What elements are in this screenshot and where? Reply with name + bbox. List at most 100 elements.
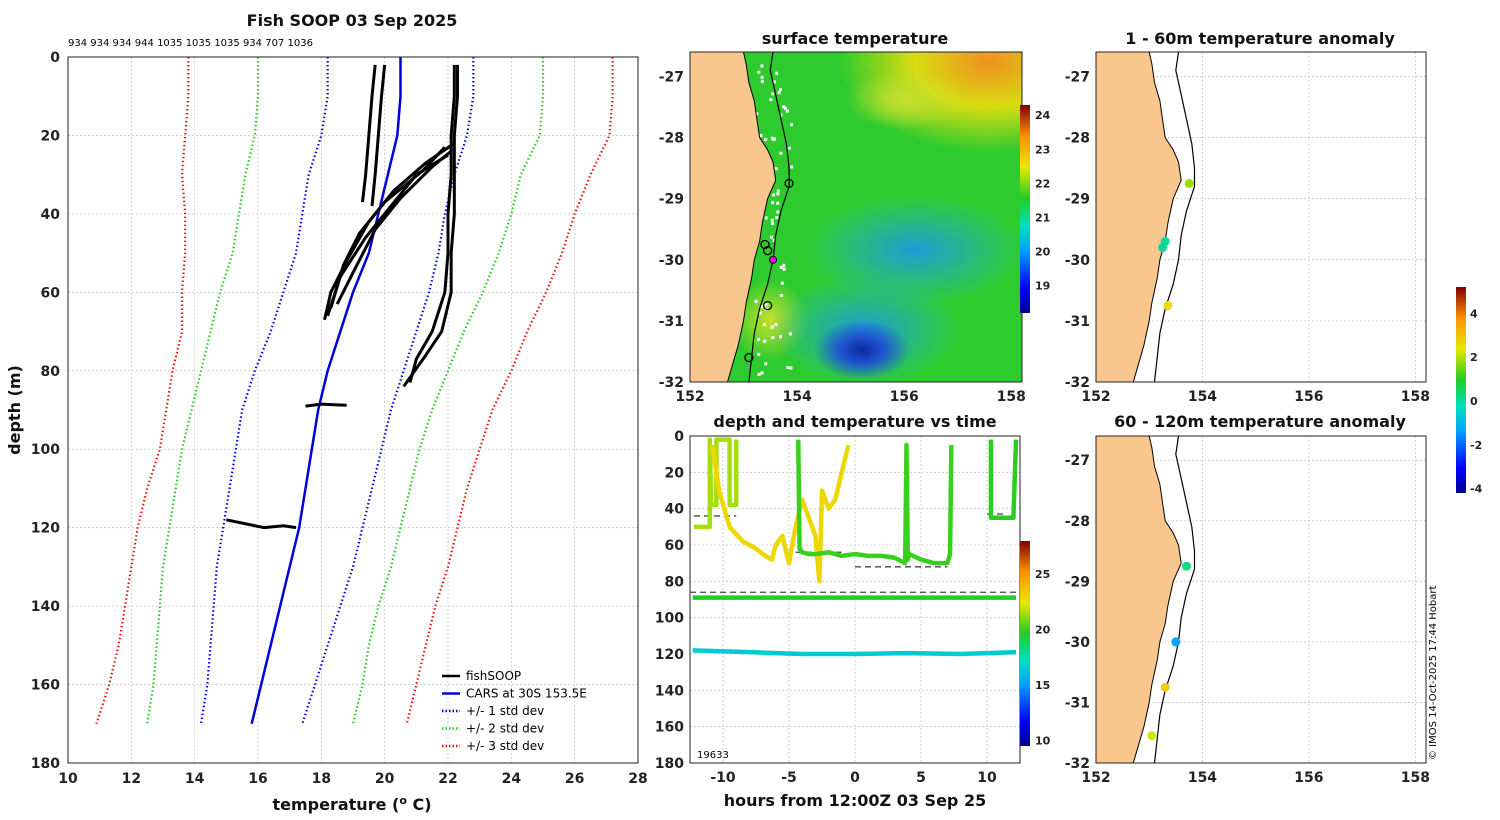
sst-colorbar-tick: 21 — [1035, 212, 1050, 225]
fishsoop-profile-line — [361, 64, 377, 203]
anomaly-colorbar-tick: 0 — [1470, 395, 1478, 408]
anomaly-1-60-points — [1158, 178, 1194, 311]
fishsoop-profile-line — [226, 518, 297, 530]
legend-label: +/- 1 std dev — [466, 704, 544, 718]
profile-xlabel: temperature (o C) — [272, 794, 431, 814]
profile-ytick: 40 — [41, 207, 61, 223]
anomaly-point — [1160, 682, 1170, 692]
sst-colorbar — [1020, 105, 1030, 313]
sst-land — [690, 52, 777, 382]
depth-time-traces — [692, 437, 1019, 657]
cloud-pixel — [776, 201, 780, 205]
sst-map: surface temperature 152 154 156 158 -27 -28 -2… — [659, 29, 1051, 405]
cloud-pixel — [774, 167, 778, 171]
depth-time-plot — [690, 437, 1020, 657]
cloud-pixel — [770, 325, 774, 329]
map-xtick: 158 — [1401, 389, 1430, 405]
profile-xtick: 12 — [122, 771, 141, 787]
cloud-pixel — [760, 75, 764, 79]
map-xtick: 152 — [675, 389, 704, 405]
cloud-pixel — [760, 64, 764, 68]
cloud-pixel — [776, 210, 780, 214]
sst-colorbar-ticks: 19 20 21 22 23 24 — [1035, 109, 1051, 292]
profile-ticks: 10 12 14 16 18 20 22 24 26 28 0 20 40 60 80 100 120 140 16… — [31, 50, 648, 787]
station-ids-label: 934 934 934 944 1035 1035 1035 934 707 1… — [68, 38, 313, 49]
map-ytick: -27 — [1065, 69, 1090, 85]
depth-time-colorbar-tick: 15 — [1035, 679, 1050, 692]
cloud-pixel — [771, 201, 775, 205]
sst-colorbar-tick: 19 — [1035, 280, 1050, 293]
profile-series-line — [95, 57, 190, 725]
cloud-pixel — [757, 352, 761, 356]
legend-label: +/- 3 std dev — [466, 739, 544, 753]
profile-xtick: 14 — [185, 771, 205, 787]
cloud-pixel — [774, 323, 778, 327]
cloud-pixel — [790, 165, 794, 169]
anomaly-1-60-map: 1 - 60m temperature anomaly 152 154 156 158… — [1065, 29, 1430, 405]
map-xtick: 154 — [1188, 389, 1217, 405]
cloud-pixel — [758, 311, 762, 315]
map-ytick: -32 — [1065, 375, 1090, 391]
depth-time-ytick: 160 — [655, 720, 684, 736]
anomaly-1-60-frame — [1095, 51, 1427, 383]
legend-label: fishSOOP — [466, 669, 521, 683]
profile-ytick: 140 — [31, 599, 60, 615]
sst-shelf-contour — [748, 52, 790, 382]
cloud-pixel — [775, 216, 779, 220]
cloud-pixel — [782, 263, 786, 267]
fishsoop-profile-line — [329, 146, 446, 309]
cloud-pixel — [757, 70, 761, 74]
map-ytick: -28 — [1065, 514, 1090, 530]
fishsoop-profile-line — [402, 64, 459, 388]
map-xtick: 156 — [890, 389, 919, 405]
map-xtick: 152 — [1081, 770, 1110, 786]
anomaly-point — [1158, 243, 1168, 253]
legend-label: CARS at 30S 153.5E — [466, 687, 587, 701]
anomaly-1-60-ticks: 152 154 156 158 -27 -28 -29 -30 -31 -32 — [1065, 69, 1430, 405]
depth-time-ytick: 40 — [665, 502, 685, 518]
map-xtick: 154 — [782, 389, 811, 405]
depth-time-ytick: 60 — [665, 538, 685, 554]
cloud-pixel — [789, 366, 793, 370]
profile-series-line — [351, 57, 545, 725]
profile-xlabel-sup: o — [399, 794, 407, 807]
fishsoop-profile-line — [335, 149, 453, 305]
sst-colorbar-tick: 23 — [1035, 143, 1050, 156]
cloud-pixel — [771, 336, 775, 340]
map-xtick: 156 — [1294, 389, 1323, 405]
sst-cold-eddy — [814, 320, 910, 380]
profile-legend: fishSOOP CARS at 30S 153.5E +/- 1 std dev +… — [442, 669, 587, 753]
cloud-pixel — [787, 146, 791, 150]
cloud-pixel — [777, 91, 781, 95]
anomaly-60-120-points — [1147, 561, 1191, 741]
cloud-pixel — [776, 192, 780, 196]
map-ytick: -27 — [1065, 453, 1090, 469]
anomaly-colorbar-ticks: -4 -2 0 2 4 — [1470, 307, 1483, 495]
cloud-pixel — [770, 218, 774, 222]
depth-time-colorbar-tick: 25 — [1035, 568, 1050, 581]
cloud-pixel — [759, 133, 763, 137]
anomaly-point — [1163, 301, 1173, 311]
profile-xtick: 10 — [58, 771, 78, 787]
map-ytick: -31 — [659, 314, 684, 330]
cloud-pixel — [764, 216, 768, 220]
depth-time-ytick: 80 — [665, 574, 685, 590]
cloud-pixel — [757, 372, 761, 376]
anomaly-1-60-field — [1096, 52, 1196, 382]
cloud-pixel — [769, 235, 773, 239]
profile-grid — [67, 56, 639, 764]
cloud-pixel — [760, 371, 764, 375]
depth-time-trace — [692, 648, 1017, 657]
cloud-pixel — [789, 332, 793, 336]
map-xtick: 158 — [997, 389, 1026, 405]
anomaly-point — [1181, 561, 1191, 571]
map-ytick: -29 — [1065, 192, 1090, 208]
map-ytick: -28 — [659, 131, 684, 147]
depth-time-corner-label: 19633 — [697, 750, 729, 761]
cloud-pixel — [776, 189, 780, 193]
depth-time-ytick: 140 — [655, 683, 684, 699]
cloud-pixel — [771, 92, 775, 96]
cloud-pixel — [782, 267, 786, 271]
profile-chart: Fish SOOP 03 Sep 2025 934 934 934 944 10… — [5, 11, 648, 814]
